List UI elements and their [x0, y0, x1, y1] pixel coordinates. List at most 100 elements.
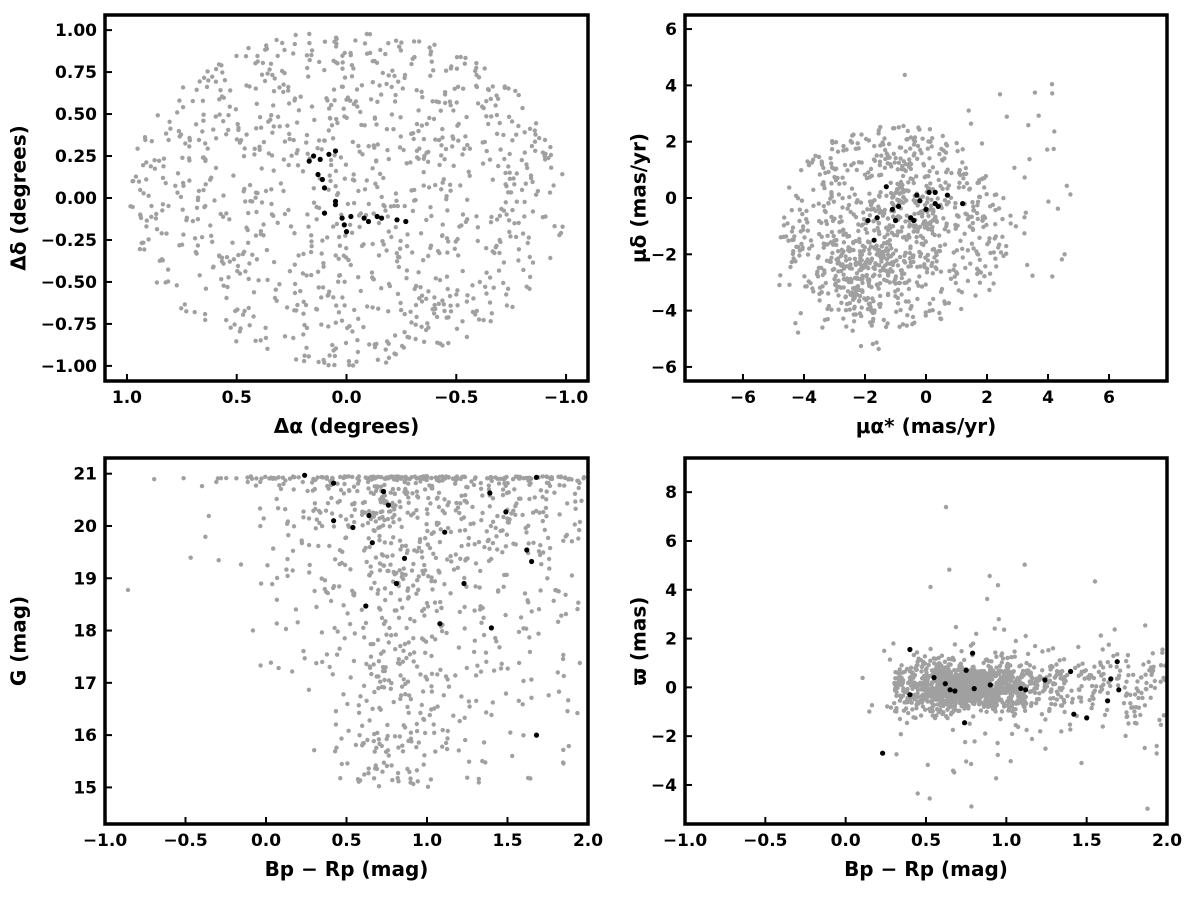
field-point: [396, 264, 402, 270]
field-point: [376, 525, 381, 531]
field-point: [970, 679, 976, 685]
field-point: [316, 138, 322, 143]
field-point: [1013, 707, 1018, 712]
field-point: [1100, 665, 1106, 670]
field-point: [381, 242, 386, 247]
field-point: [846, 233, 852, 239]
field-point: [245, 240, 251, 245]
field-point: [993, 776, 999, 781]
field-point: [181, 476, 186, 481]
field-point: [879, 244, 885, 249]
field-point: [440, 135, 445, 140]
field-point: [343, 340, 349, 346]
field-point: [938, 678, 943, 684]
field-point: [474, 65, 479, 71]
field-point: [219, 63, 224, 68]
field-point: [848, 262, 853, 267]
field-point: [287, 136, 292, 142]
field-point: [213, 66, 219, 72]
field-point: [911, 153, 916, 158]
field-point: [797, 218, 802, 224]
field-point: [502, 85, 507, 91]
field-point: [183, 141, 188, 146]
field-point: [1062, 681, 1067, 686]
field-point: [509, 119, 515, 124]
field-point: [533, 132, 538, 137]
field-point: [836, 278, 841, 283]
field-point: [869, 284, 874, 290]
field-point: [432, 295, 437, 300]
field-point: [387, 524, 392, 529]
field-point: [912, 211, 917, 217]
field-point: [433, 276, 438, 281]
field-point: [418, 285, 423, 290]
field-point: [510, 753, 515, 759]
field-point: [493, 525, 498, 531]
field-point: [884, 193, 889, 198]
field-point: [380, 523, 386, 528]
field-point: [968, 697, 973, 703]
field-point: [962, 696, 968, 701]
field-point: [309, 244, 314, 249]
field-point: [868, 207, 874, 212]
field-point: [841, 272, 846, 277]
field-point: [902, 72, 907, 78]
field-point: [425, 511, 430, 516]
field-point: [433, 555, 439, 561]
field-point: [428, 73, 433, 79]
field-point: [416, 108, 421, 113]
field-point: [869, 173, 874, 178]
field-point: [421, 571, 426, 577]
field-point: [910, 177, 915, 182]
field-point: [243, 269, 248, 274]
field-point: [903, 690, 908, 695]
field-point: [940, 133, 945, 139]
field-point: [880, 213, 886, 218]
field-point: [348, 53, 353, 58]
member-point: [865, 217, 871, 224]
field-point: [463, 737, 468, 743]
field-point: [305, 212, 310, 217]
field-point: [460, 268, 465, 274]
field-point: [479, 518, 484, 523]
field-point: [899, 268, 904, 273]
field-point: [888, 705, 894, 710]
field-point: [458, 54, 463, 60]
field-point: [1050, 664, 1055, 670]
field-point: [203, 534, 208, 539]
field-point: [352, 507, 357, 512]
field-point: [934, 685, 939, 691]
field-point: [545, 474, 550, 480]
field-point: [425, 159, 431, 164]
field-point: [880, 265, 886, 270]
field-point: [912, 139, 918, 144]
field-point: [338, 474, 343, 480]
field-point: [503, 200, 508, 205]
field-point: [144, 218, 149, 223]
field-point: [413, 197, 418, 203]
field-point: [358, 694, 363, 699]
field-point: [958, 238, 963, 243]
field-point: [378, 484, 384, 489]
field-point: [327, 289, 332, 294]
field-point: [210, 265, 216, 270]
member-point: [1114, 659, 1120, 665]
field-point: [312, 486, 317, 492]
field-point: [361, 324, 366, 330]
field-point: [947, 567, 952, 572]
field-point: [914, 667, 919, 672]
field-point: [484, 659, 489, 664]
field-point: [831, 233, 836, 239]
field-point: [956, 185, 962, 190]
field-point: [830, 140, 835, 146]
field-point: [384, 632, 389, 637]
member-point: [880, 750, 886, 756]
field-point: [443, 740, 449, 746]
field-point: [520, 702, 525, 707]
field-point: [228, 88, 233, 93]
x-tick-label: −6: [730, 388, 756, 408]
field-point: [837, 220, 842, 225]
field-point: [829, 255, 834, 260]
field-point: [345, 611, 350, 616]
field-point: [418, 672, 423, 677]
